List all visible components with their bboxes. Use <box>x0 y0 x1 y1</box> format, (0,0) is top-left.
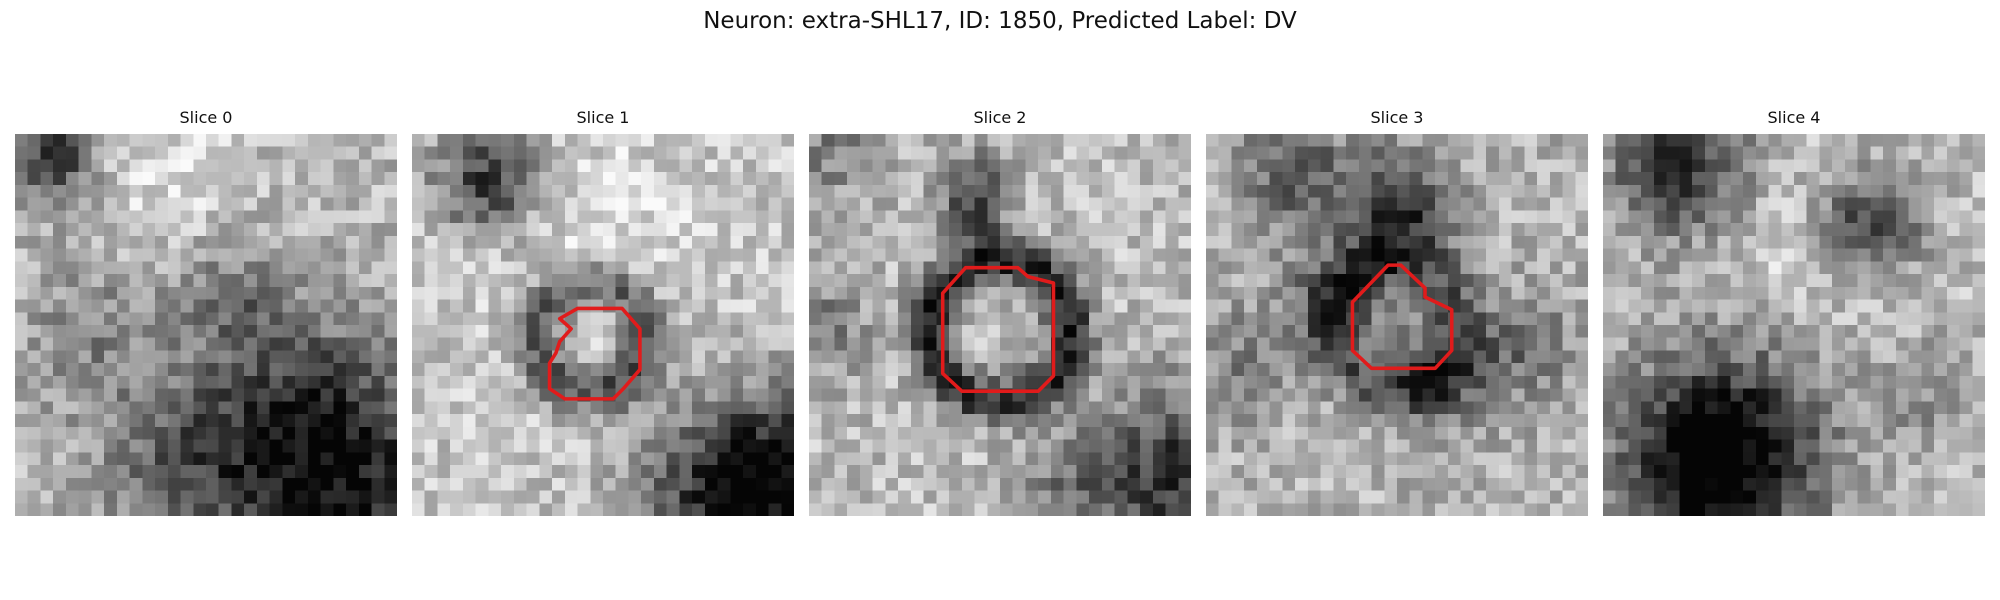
neuron-contour-1 <box>547 306 642 401</box>
slice-title-2: Slice 2 <box>973 108 1027 127</box>
slice-image-1 <box>412 134 794 516</box>
slice-title-4: Slice 4 <box>1767 108 1821 127</box>
figure-title: Neuron: extra-SHL17, ID: 1850, Predicted… <box>703 8 1297 34</box>
slice-image-2 <box>809 134 1191 516</box>
neuron-contour-2 <box>940 265 1056 393</box>
slice-image-4 <box>1603 134 1985 516</box>
slice-image-0 <box>15 134 397 516</box>
slice-title-1: Slice 1 <box>576 108 630 127</box>
slice-title-3: Slice 3 <box>1370 108 1424 127</box>
slice-image-3 <box>1206 134 1588 516</box>
neuron-contour-3 <box>1350 263 1454 371</box>
slice-title-0: Slice 0 <box>179 108 233 127</box>
